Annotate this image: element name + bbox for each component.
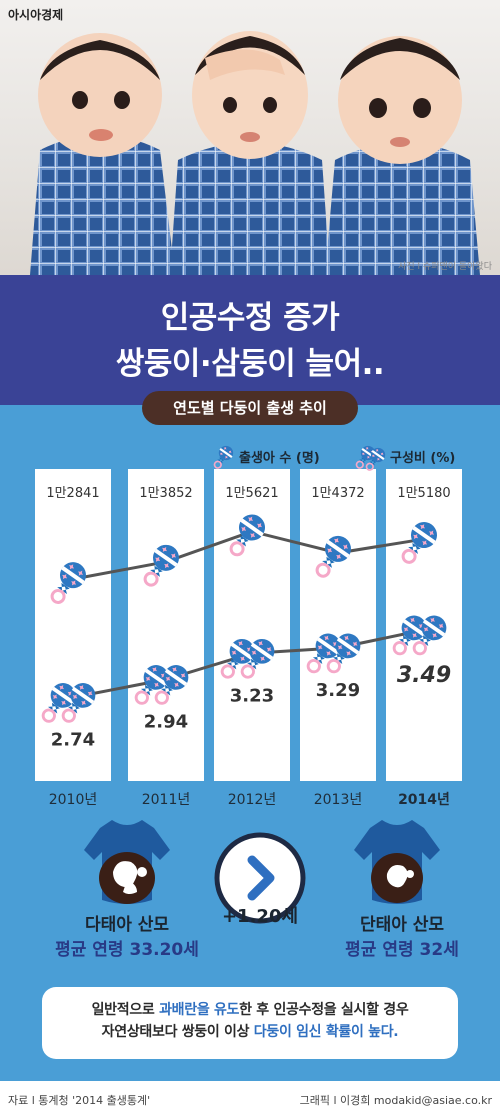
footer: 자료 l 통계청 '2014 출생통계' 그래픽 l 이경희 modakid@a… [0, 1081, 500, 1118]
note-highlight: 과배란을 유도 [159, 1002, 240, 1018]
note-text: 일반적으로 [91, 1002, 160, 1018]
year-label: 2013년 [313, 792, 363, 808]
note-box: 일반적으로 과배란을 유도한 후 인공수정을 실시할 경우 자연상태보다 쌍둥이… [42, 987, 458, 1059]
chevron-right-icon [214, 832, 306, 924]
ratio-point-rattle [220, 638, 255, 679]
birth-point-rattle [315, 535, 351, 578]
birth-value-label: 1만5180 [397, 486, 450, 501]
year-label: 2012년 [227, 792, 277, 808]
source-credit: 자료 l 통계청 '2014 출생통계' [8, 1094, 151, 1107]
chart-column [300, 469, 376, 781]
multi-mother-title: 다태아 산모 [84, 915, 170, 935]
ratio-value-label: 3.49 [397, 663, 451, 688]
brand-logo: 아시아경제 [8, 8, 64, 22]
multi-birth-chart: 1만2841 1만3852 1만5621 1만4372 1만5180 2.74 2.94 3… [35, 445, 462, 781]
title-band [0, 275, 500, 405]
ratio-point-rattle [154, 665, 189, 705]
photo-credit: 사진 l 슈퍼맨이 돌아왔다 [398, 262, 492, 272]
birth-point-rattle [401, 522, 437, 564]
double-rattle-icon [355, 445, 386, 471]
ratio-point-rattle [392, 615, 427, 656]
headline-line-1: 인공수정 증가 [160, 300, 340, 336]
shirt-icon [84, 820, 170, 904]
birth-point-rattle [50, 562, 86, 604]
ratio-point-rattle [61, 683, 96, 723]
birth-value-label: 1만3852 [139, 486, 192, 501]
chart-column [128, 469, 204, 781]
multi-mother-age: 평균 연령 33.20세 [55, 940, 199, 960]
fetus-icon [386, 865, 414, 888]
single-mother-age: 평균 연령 32세 [345, 940, 459, 960]
note-line-1: 일반적으로 과배란을 유도한 후 인공수정을 실시할 경우 [50, 999, 450, 1021]
chart-subtitle: 연도별 다둥이 출생 추이 [142, 391, 358, 425]
ratio-value-label: 2.94 [144, 711, 188, 732]
year-label: 2011년 [141, 792, 191, 808]
rattle-icon [213, 445, 234, 469]
triplets-photo-icon [30, 31, 480, 275]
note-text: 자연상태보다 쌍둥이 이상 [101, 1024, 254, 1040]
legend-ratio: 구성비 (%) [390, 451, 456, 466]
chart-column [35, 469, 111, 781]
note-line-2: 자연상태보다 쌍둥이 이상 다둥이 임신 확률이 높다. [50, 1021, 450, 1043]
ratio-point-rattle [306, 633, 341, 674]
headline-line-2: 쌍둥이·삼둥이 늘어.. [115, 346, 385, 382]
year-label: 2010년 [48, 792, 98, 808]
ratio-value-label: 3.29 [316, 680, 360, 701]
ratio-point-rattle [326, 633, 361, 674]
single-mother-title: 단태아 산모 [359, 915, 445, 935]
note-highlight: 다둥이 임신 확률이 높다. [253, 1024, 399, 1040]
ratio-point-rattle [240, 638, 275, 679]
birth-point-rattle [229, 514, 265, 557]
ratio-value-label: 3.23 [230, 685, 274, 706]
birth-value-label: 1만2841 [46, 486, 99, 501]
birth-point-rattle [143, 544, 179, 587]
year-label: 2014년 [398, 792, 450, 808]
mother-comparison-graphic [84, 820, 440, 924]
header-photo: 아시아경제 사진 l 슈퍼맨이 돌아왔다 [0, 0, 500, 275]
ratio-point-rattle [41, 683, 76, 723]
note-text: 한 후 인공수정을 실시할 경우 [239, 1002, 409, 1018]
shirt-icon [354, 820, 440, 904]
age-difference: +1.20세 [221, 906, 299, 927]
ratio-value-label: 2.74 [51, 729, 95, 750]
birth-value-label: 1만5621 [225, 486, 278, 501]
birth-value-label: 1만4372 [311, 486, 364, 501]
ratio-point-rattle [412, 615, 447, 656]
graphic-credit: 그래픽 l 이경희 modakid@asiae.co.kr [299, 1094, 492, 1107]
legend-births: 출생아 수 (명) [239, 451, 320, 466]
fetus-icon [113, 861, 147, 894]
